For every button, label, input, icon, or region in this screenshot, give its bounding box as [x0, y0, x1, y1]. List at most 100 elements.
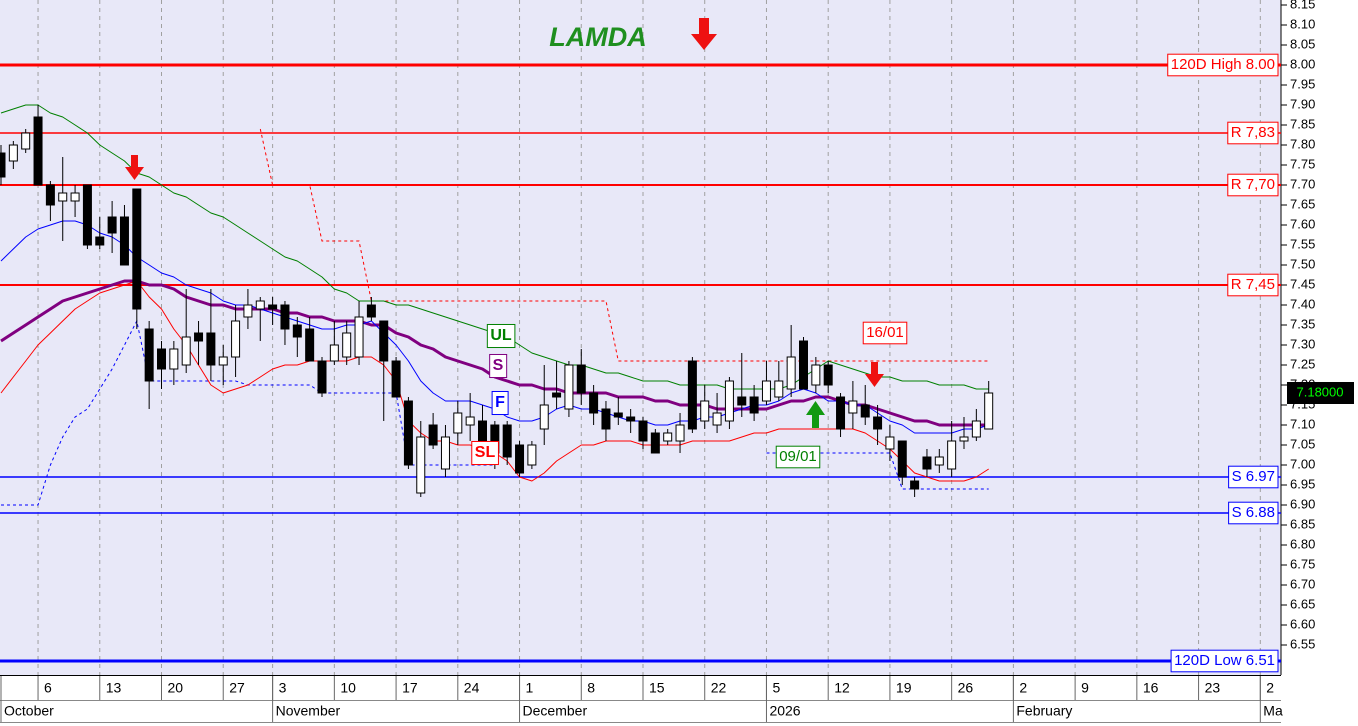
level-label-box [1227, 121, 1279, 145]
candle-body [70, 192, 80, 202]
y-tick-label: 7.25 [1290, 356, 1315, 371]
annotation-box [775, 445, 821, 469]
level-label-box [1167, 53, 1279, 77]
candle-body [811, 364, 821, 386]
candle-body [897, 440, 907, 478]
y-tick-label: 7.00 [1290, 456, 1315, 471]
level-label: S 6.88 [1232, 504, 1275, 521]
candle-body [366, 304, 376, 318]
candle-body [910, 480, 920, 490]
candle-body [107, 216, 117, 234]
x-tick-label: 10 [340, 680, 356, 696]
candle-body [836, 396, 846, 430]
y-tick-label: 8.10 [1290, 16, 1315, 31]
y-tick-label: 7.85 [1290, 116, 1315, 131]
level-label-box [1170, 649, 1279, 673]
candle-body [317, 360, 327, 394]
candle-body [613, 412, 623, 418]
candle-body [947, 440, 957, 470]
candle-body [687, 360, 697, 430]
candle-body [169, 348, 179, 370]
annotation: 09/01 [779, 448, 817, 465]
candle-body [823, 364, 833, 386]
annotation-box [862, 321, 908, 345]
level-label-box [1228, 465, 1279, 489]
y-tick-label: 7.05 [1290, 436, 1315, 451]
y-tick-label: 7.65 [1290, 196, 1315, 211]
series-tag: F [495, 394, 505, 411]
candle-body [440, 436, 450, 470]
candle-body [761, 380, 771, 402]
level-label: R 7,45 [1231, 276, 1275, 293]
x-tick-label: 1 [526, 680, 534, 696]
candle-body [0, 152, 6, 178]
candle-body [502, 424, 512, 458]
candle-body [539, 404, 549, 430]
arrow-up-icon [806, 401, 825, 428]
month-label: November [276, 703, 341, 719]
y-tick-label: 7.35 [1290, 316, 1315, 331]
candle-body [786, 356, 796, 390]
candle-body [638, 420, 648, 442]
x-tick-label: 17 [402, 680, 418, 696]
annotation: 16/01 [866, 324, 904, 341]
y-tick-label: 8.05 [1290, 36, 1315, 51]
candle-body [724, 380, 734, 422]
series-tag-box [491, 390, 509, 416]
x-tick-label: 22 [711, 680, 727, 696]
y-tick-label: 6.90 [1290, 496, 1315, 511]
candle-body [255, 300, 265, 310]
level-label: 120D Low 6.51 [1174, 652, 1275, 669]
candle-body [589, 392, 599, 414]
candle-body [922, 456, 932, 470]
month-label: Ma [1263, 703, 1283, 719]
x-tick-label: 9 [1081, 680, 1089, 696]
candle-body [663, 432, 673, 442]
y-tick-label: 6.65 [1290, 596, 1315, 611]
level-label-box [1228, 501, 1279, 525]
last-price-label: 7.18000 [1297, 384, 1344, 399]
y-tick-label: 7.95 [1290, 76, 1315, 91]
candle-body [552, 392, 562, 398]
candle-body [82, 184, 92, 246]
candle-body [379, 320, 389, 362]
candle-body [416, 436, 426, 494]
arrow-down-icon [691, 18, 717, 50]
candle-body [848, 400, 858, 414]
candle-body [527, 444, 537, 466]
candle-body [860, 404, 870, 418]
y-tick-label: 6.75 [1290, 556, 1315, 571]
y-tick-label: 7.55 [1290, 236, 1315, 251]
x-tick-label: 13 [106, 680, 122, 696]
last-price-box [1287, 382, 1354, 404]
candle-body [45, 184, 55, 206]
x-tick-label: 8 [587, 680, 595, 696]
candle-body [157, 348, 166, 370]
candle-body [280, 304, 290, 330]
x-tick-label: 26 [958, 680, 974, 696]
x-tick-label: 2 [1019, 680, 1027, 696]
candle-body [885, 436, 895, 450]
level-label-box [1227, 273, 1279, 297]
month-label: February [1016, 703, 1072, 719]
candle-body [95, 236, 105, 246]
candle-body [21, 132, 31, 150]
x-tick-label: 20 [168, 680, 184, 696]
y-tick-label: 7.45 [1290, 276, 1315, 291]
series-tag: UL [490, 327, 512, 344]
candle-body [428, 424, 438, 446]
candle-body [33, 116, 43, 186]
series-tag: S [493, 357, 504, 374]
y-tick-label: 7.90 [1290, 96, 1315, 111]
series-tag-box [489, 353, 508, 379]
candle-body [749, 396, 759, 414]
level-label-box [1227, 173, 1279, 197]
candle-body [231, 320, 241, 358]
x-tick-label: 3 [279, 680, 287, 696]
candle-body [971, 420, 981, 438]
series-tag: SL [475, 444, 496, 461]
x-tick-label: 5 [772, 680, 780, 696]
candle-body [292, 324, 302, 338]
